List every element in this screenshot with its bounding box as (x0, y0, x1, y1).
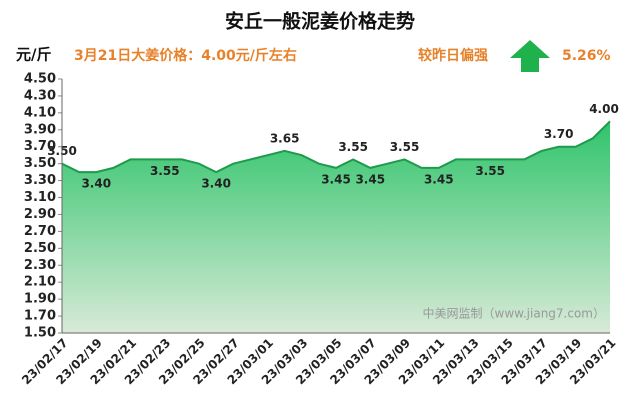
value-label: 3.65 (270, 131, 300, 145)
chart-title: 安丘一般泥姜价格走势 (225, 10, 415, 33)
value-label: 3.55 (150, 164, 180, 178)
y-tick-label: 2.30 (24, 258, 56, 273)
y-tick-label: 2.90 (24, 207, 56, 222)
value-label: 3.45 (321, 172, 351, 186)
up-arrow (510, 40, 550, 72)
trend-label: 较昨日偏强 (418, 47, 488, 64)
y-tick-label: 2.10 (24, 275, 56, 290)
value-label: 3.45 (424, 172, 454, 186)
value-label: 3.55 (390, 140, 420, 154)
value-label: 3.45 (355, 172, 385, 186)
y-axis-label: 元/斤 (16, 46, 51, 64)
value-label: 3.40 (201, 177, 231, 191)
value-label: 4.00 (589, 102, 619, 116)
y-tick-label: 2.70 (24, 224, 56, 239)
y-tick-label: 1.90 (24, 292, 56, 307)
y-tick-label: 3.90 (24, 122, 56, 137)
y-tick-label: 1.70 (24, 309, 56, 324)
value-label: 3.70 (544, 127, 574, 141)
y-tick-label: 3.30 (24, 173, 56, 188)
value-label: 3.40 (81, 177, 111, 191)
y-tick-label: 2.50 (24, 241, 56, 256)
area (62, 121, 610, 333)
headline: 3月21日大姜价格：4.00元/斤左右 (74, 47, 297, 64)
watermark: 中美网监制（www.jiang7.com） (423, 306, 605, 321)
change: 5.26% (562, 48, 611, 64)
line (61, 120, 611, 174)
value-label: 3.55 (338, 140, 368, 154)
y-tick-label: 3.50 (24, 156, 56, 171)
y-tick-label: 4.30 (24, 88, 56, 103)
y-tick-label: 1.50 (24, 326, 56, 341)
y-tick-label: 4.10 (24, 105, 56, 120)
value-label: 3.55 (475, 164, 505, 178)
y-tick-label: 3.10 (24, 190, 56, 205)
y-tick-label: 3.70 (24, 139, 56, 154)
y-tick-label: 4.50 (24, 72, 56, 87)
